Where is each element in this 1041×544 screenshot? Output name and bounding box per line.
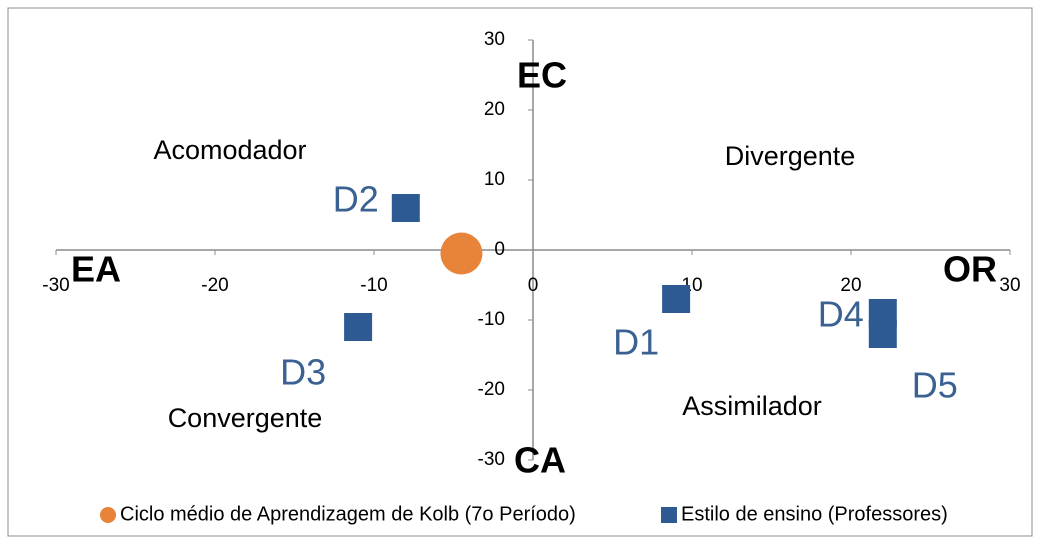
y-tick-label: -10 xyxy=(478,309,505,330)
point-label: D3 xyxy=(280,352,326,393)
quadrant-label: Assimilador xyxy=(682,391,822,421)
axis-label: OR xyxy=(943,249,997,290)
quadrant-label: Acomodador xyxy=(153,135,306,165)
point-label: D5 xyxy=(912,365,958,406)
point-label: D4 xyxy=(818,294,864,335)
point xyxy=(391,194,420,222)
y-tick-label: 20 xyxy=(484,99,505,120)
chart-border xyxy=(7,7,1033,537)
legend-marker xyxy=(100,507,116,523)
axis-label: EA xyxy=(71,249,121,290)
axis-label: CA xyxy=(514,440,566,481)
legend-label: Estilo de ensino (Professores) xyxy=(681,503,948,525)
quadrant-label: Convergente xyxy=(168,403,323,433)
y-tick-label: 10 xyxy=(484,169,505,190)
x-tick-label: 0 xyxy=(528,275,539,296)
y-tick-label: 0 xyxy=(494,239,505,260)
x-tick-label: 20 xyxy=(840,275,861,296)
legend-marker xyxy=(661,507,677,523)
point xyxy=(440,232,483,275)
point-label: D1 xyxy=(613,322,659,363)
point-label: D2 xyxy=(333,179,379,220)
x-tick-label: -30 xyxy=(42,275,69,296)
y-tick-label: -30 xyxy=(478,449,505,470)
axis-label: EC xyxy=(517,55,567,96)
x-tick-label: 30 xyxy=(999,275,1020,296)
point xyxy=(344,313,373,341)
point xyxy=(868,320,897,348)
y-tick-label: -20 xyxy=(478,379,505,400)
quadrant-label: Divergente xyxy=(725,141,856,171)
x-tick-label: -10 xyxy=(360,275,387,296)
y-tick-label: 30 xyxy=(484,29,505,50)
point xyxy=(662,285,691,313)
x-tick-label: -20 xyxy=(201,275,228,296)
legend-label: Ciclo médio de Aprendizagem de Kolb (7o … xyxy=(120,503,576,525)
